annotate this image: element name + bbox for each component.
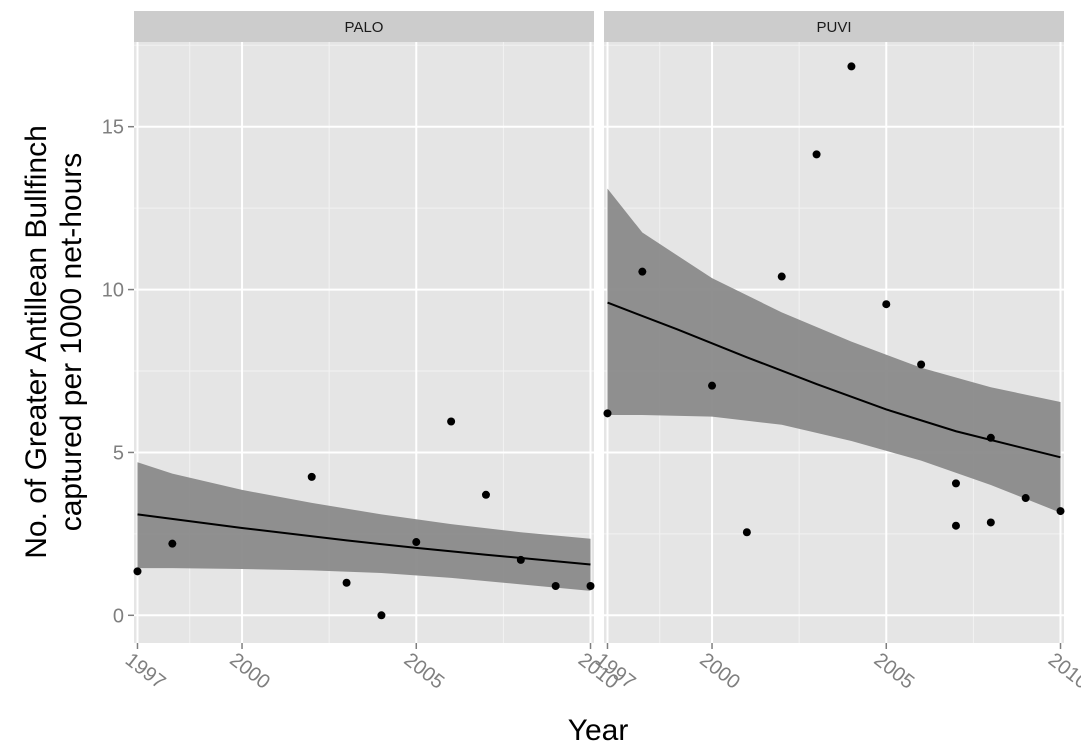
data-point xyxy=(1021,494,1030,503)
x-tick-label: 2000 xyxy=(695,649,744,694)
y-axis: 0 5 10 15 xyxy=(102,117,134,627)
y-tick-label: 15 xyxy=(102,117,124,139)
data-point xyxy=(812,150,821,159)
data-point xyxy=(447,417,456,426)
x-tick-label: 2010 xyxy=(1044,649,1081,694)
x-axis-palo: 1997 2000 2005 2010 xyxy=(121,643,623,694)
x-axis-title: Year xyxy=(568,714,629,744)
data-point xyxy=(638,267,647,276)
y-tick-label: 10 xyxy=(102,280,124,302)
data-point xyxy=(1056,507,1065,516)
facet-strip-label: PALO xyxy=(345,19,384,36)
x-tick-label: 2005 xyxy=(400,649,449,694)
data-point xyxy=(168,539,177,548)
data-point xyxy=(586,581,595,590)
data-point xyxy=(951,521,960,530)
confidence-band xyxy=(137,462,591,591)
facet-strip xyxy=(604,11,1064,42)
data-point xyxy=(742,528,751,537)
data-point xyxy=(307,472,316,481)
panels: PALO PUVI xyxy=(133,11,1065,643)
facet-strip-label: PUVI xyxy=(816,19,851,36)
confidence-band xyxy=(607,188,1061,513)
data-point xyxy=(342,578,351,587)
data-point xyxy=(708,381,717,390)
data-point xyxy=(516,555,525,564)
y-axis-title-line-1: No. of Greater Antillean Bullfinch xyxy=(20,125,53,559)
data-point xyxy=(986,518,995,527)
data-point xyxy=(847,62,856,71)
data-point xyxy=(986,433,995,442)
data-point xyxy=(377,611,386,620)
data-point xyxy=(917,360,926,369)
y-axis-title-line-2: captured per 1000 net-hours xyxy=(55,153,88,532)
data-point xyxy=(882,300,891,309)
x-tick-label: 1997 xyxy=(591,649,640,694)
x-tick-label: 2000 xyxy=(225,649,274,694)
data-point xyxy=(777,272,786,281)
facet-strip xyxy=(134,11,594,42)
data-point xyxy=(951,479,960,488)
x-axis-puvi: 1997 2000 2005 2010 xyxy=(591,643,1081,694)
y-tick-label: 5 xyxy=(113,442,124,464)
data-point xyxy=(603,409,612,418)
y-tick-label: 0 xyxy=(113,605,124,627)
data-point xyxy=(551,581,560,590)
trend-line xyxy=(137,513,591,566)
x-tick-label: 2005 xyxy=(870,649,919,694)
x-tick-label: 1997 xyxy=(121,649,170,694)
facet-panel-puvi: PUVI xyxy=(603,11,1065,643)
trend-line xyxy=(607,301,1061,459)
data-point xyxy=(133,567,142,576)
data-point xyxy=(412,538,421,547)
facet-panel-palo: PALO xyxy=(133,11,595,643)
data-point xyxy=(481,490,490,499)
